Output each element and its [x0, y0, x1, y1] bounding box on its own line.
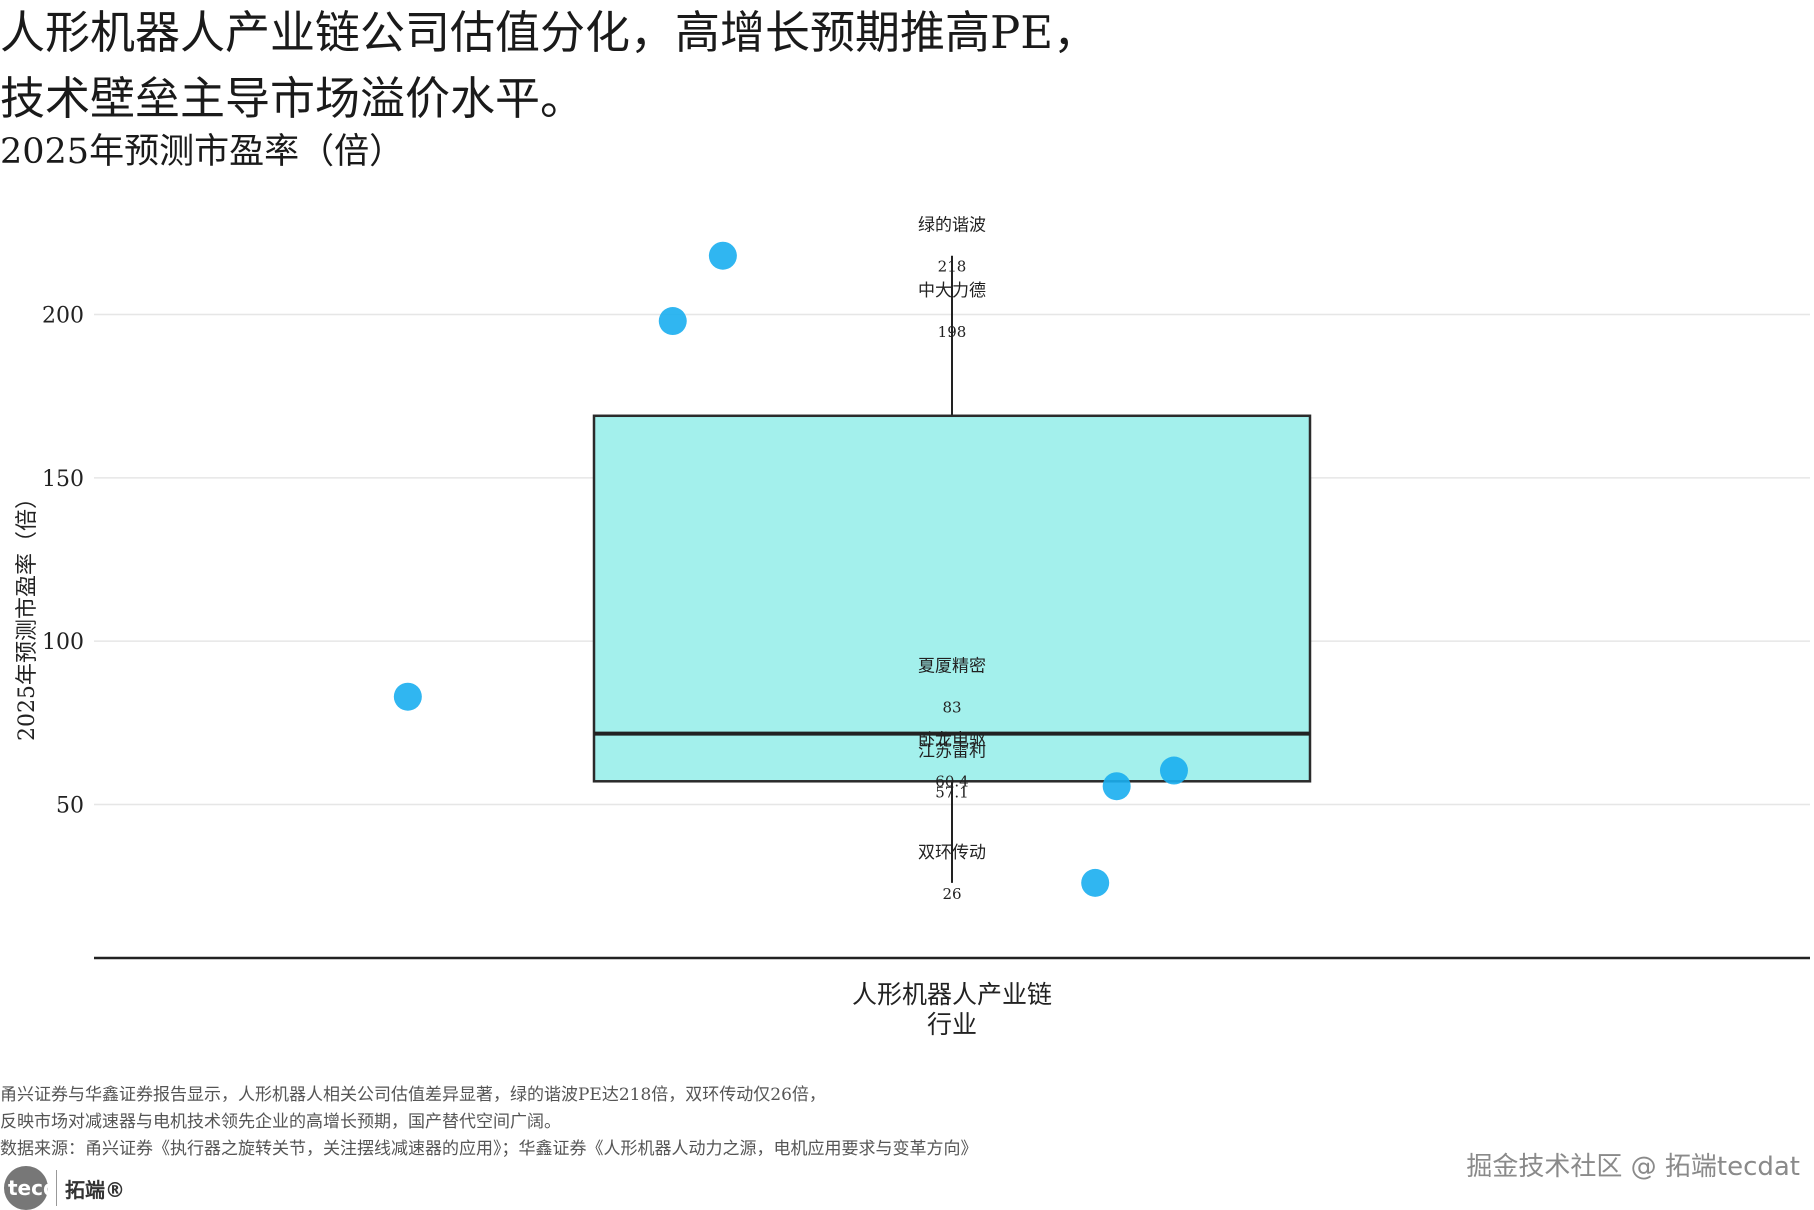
data-source: 数据来源：甬兴证券《执行器之旋转关节，关注摆线减速器的应用》；华鑫证券《人形机器… — [0, 1139, 978, 1159]
company-name-label: 江苏雷利 — [918, 741, 986, 761]
scatter-points — [393, 241, 1188, 897]
x-category-label: 人形机器人产业链 — [852, 980, 1052, 1009]
footnote-line-2: 反映市场对减速器与电机技术领先企业的高增长预期，国产替代空间广阔。 — [0, 1112, 561, 1132]
company-labels: 绿的谐波 218 中大力德 198 夏厦精密 83 卧龙电驱 60.4 江苏雷利 57.1 双环传动… — [918, 216, 986, 903]
data-point — [1102, 772, 1131, 801]
company-value-label: 83 — [942, 699, 961, 717]
logo-text: tecdat — [8, 1176, 81, 1200]
data-point — [1081, 868, 1110, 897]
company-name-label: 双环传动 — [918, 843, 986, 863]
logo-divider — [56, 1170, 57, 1206]
company-value-label: 60.4 — [935, 773, 968, 791]
data-point — [708, 241, 737, 270]
chart-title-line-1: 人形机器人产业链公司估值分化，高增长预期推高PE， — [0, 6, 1099, 59]
y-tick-label: 50 — [56, 793, 84, 818]
brand-logo: tecdat 拓端® — [4, 1166, 125, 1210]
company-value-label: 26 — [942, 885, 961, 903]
company-value-label: 218 — [938, 258, 967, 276]
company-value-label: 57.1 — [935, 783, 968, 801]
company-name-label: 绿的谐波 — [918, 216, 986, 236]
y-axis-label: 2025年预测市盈率（倍） — [15, 487, 40, 741]
y-tick-label: 150 — [42, 467, 84, 492]
chart-title-line-2: 技术壁垒主导市场溢价水平。 — [0, 72, 586, 125]
y-axis-ticks: 50 100 150 200 — [42, 304, 84, 819]
company-name-label: 中大力德 — [918, 281, 986, 301]
data-point — [1159, 756, 1188, 785]
y-tick-label: 200 — [42, 304, 84, 329]
company-name-label: 夏厦精密 — [918, 657, 986, 677]
y-tick-label: 100 — [42, 630, 84, 655]
logo-circle-icon: tecdat — [4, 1166, 80, 1210]
company-name-label: 卧龙电驱 — [918, 731, 986, 751]
data-point — [658, 307, 687, 336]
chart-subtitle: 2025年预测市盈率（倍） — [0, 132, 405, 172]
x-axis-label: 行业 — [927, 1010, 977, 1039]
box-iqr — [592, 414, 1312, 783]
company-value-label: 198 — [938, 323, 967, 341]
watermark: 掘金技术社区 @ 拓端tecdat — [1466, 1152, 1800, 1182]
footnote-line-1: 甬兴证券与华鑫证券报告显示，人形机器人相关公司估值差异显著，绿的谐波PE达218… — [0, 1085, 826, 1105]
logo-chinese-text: 拓端® — [65, 1177, 125, 1202]
data-point — [393, 682, 422, 711]
